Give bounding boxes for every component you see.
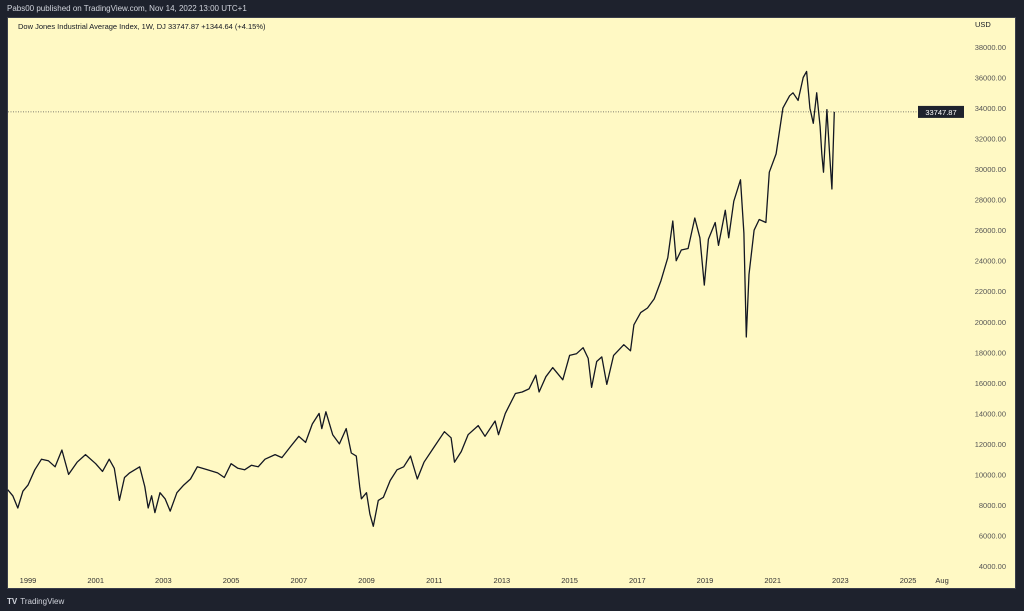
publisher-caption: Pabs00 published on TradingView.com, Nov…	[7, 4, 247, 13]
y-tick-label: 16000.00	[975, 379, 1006, 388]
x-tick-label: 2025	[900, 576, 917, 585]
tradingview-logo-icon: TV	[7, 597, 18, 606]
x-tick-label: 2003	[155, 576, 172, 585]
y-tick-label: 10000.00	[975, 470, 1006, 479]
x-tick-label: Aug	[935, 576, 948, 585]
y-tick-label: 12000.00	[975, 440, 1006, 449]
x-tick-label: 2013	[494, 576, 511, 585]
y-tick-label: 34000.00	[975, 104, 1006, 113]
x-tick-label: 2005	[223, 576, 240, 585]
x-tick-label: 2017	[629, 576, 646, 585]
y-tick-label: 32000.00	[975, 135, 1006, 144]
y-tick-label: 26000.00	[975, 226, 1006, 235]
x-tick-label: 2021	[764, 576, 781, 585]
x-tick-label: 2011	[426, 576, 442, 585]
y-tick-label: 28000.00	[975, 196, 1006, 205]
currency-label: USD	[975, 20, 991, 29]
last-price-badge	[918, 105, 964, 118]
y-tick-label: 24000.00	[975, 257, 1006, 266]
chart-panel[interactable]	[7, 17, 1016, 589]
y-tick-label: 8000.00	[979, 501, 1006, 510]
x-tick-label: 2001	[87, 576, 104, 585]
y-tick-label: 6000.00	[979, 531, 1006, 540]
y-tick-label: 14000.00	[975, 409, 1006, 418]
y-tick-label: 20000.00	[975, 318, 1006, 327]
last-price-label: 33747.87	[925, 108, 956, 117]
x-tick-label: 2009	[358, 576, 375, 585]
x-tick-label: 2007	[290, 576, 307, 585]
brand-label: TradingView	[20, 597, 65, 606]
x-tick-label: 2015	[561, 576, 578, 585]
y-tick-label: 18000.00	[975, 348, 1006, 357]
y-tick-label: 4000.00	[979, 562, 1006, 571]
tradingview-brand[interactable]: TV TradingView	[7, 597, 64, 606]
y-tick-label: 38000.00	[975, 43, 1006, 52]
x-tick-label: 1999	[20, 576, 37, 585]
x-tick-label: 2023	[832, 576, 849, 585]
symbol-legend: Dow Jones Industrial Average Index, 1W, …	[18, 22, 266, 31]
x-tick-label: 2019	[697, 576, 714, 585]
dji-price-line	[7, 70, 835, 527]
y-tick-label: 30000.00	[975, 165, 1006, 174]
y-tick-label: 22000.00	[975, 287, 1006, 296]
y-tick-label: 36000.00	[975, 74, 1006, 83]
